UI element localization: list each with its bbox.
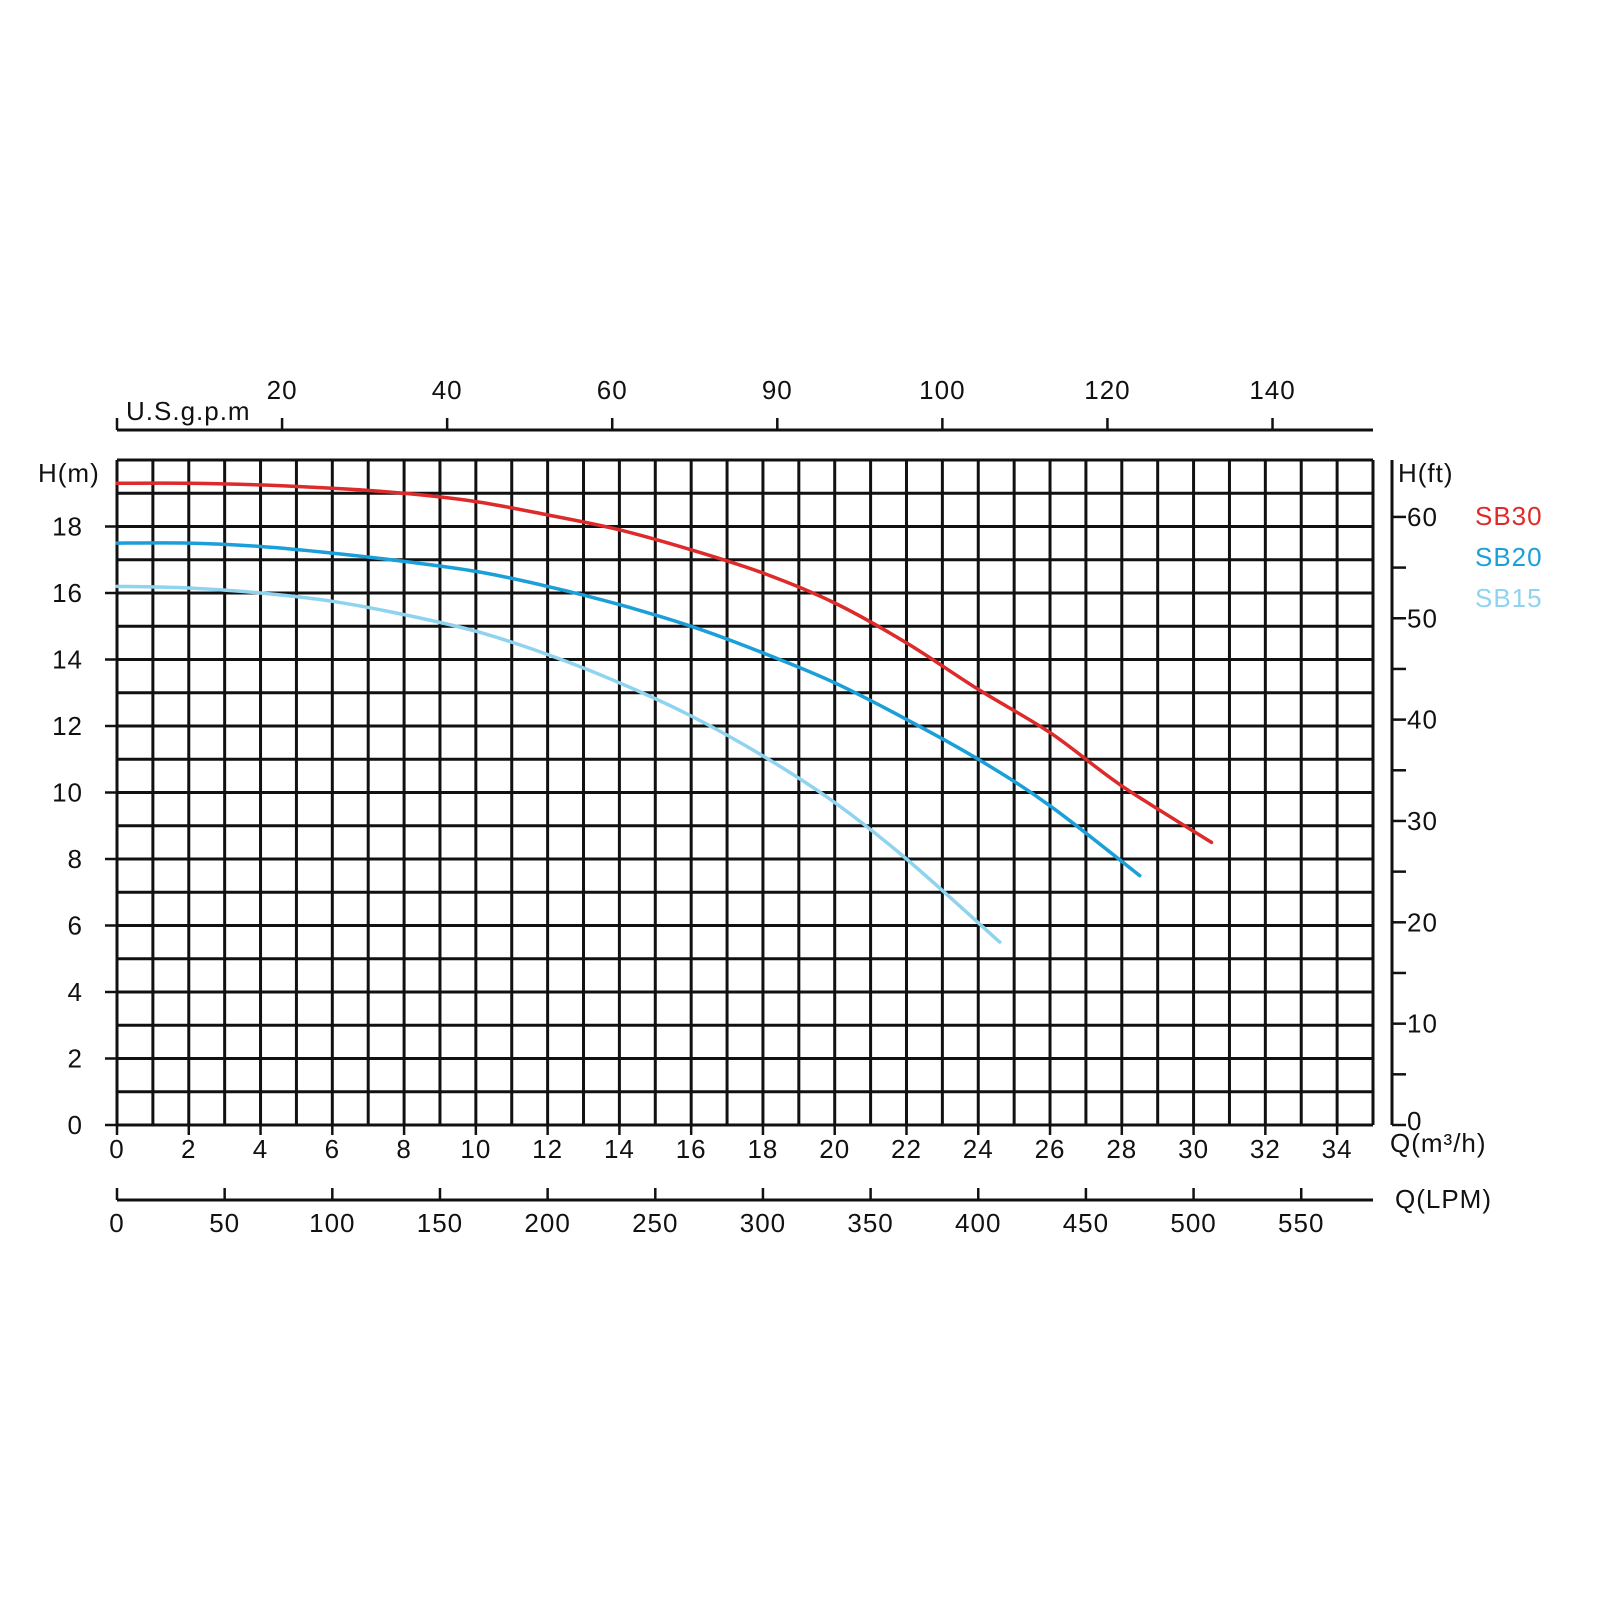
x-primary-tick-label: 4: [253, 1134, 268, 1164]
x-top-tick-label: 90: [762, 375, 793, 405]
x-primary-tick-label: 12: [532, 1134, 563, 1164]
x-primary-tick-label: 20: [819, 1134, 850, 1164]
x-lpm-tick-label: 250: [632, 1208, 678, 1238]
y-left-tick-label: 16: [52, 578, 83, 608]
x-lpm-tick-label: 450: [1063, 1208, 1109, 1238]
x-primary-tick-label: 32: [1250, 1134, 1281, 1164]
x-lpm-tick-label: 500: [1170, 1208, 1216, 1238]
y-left-axis-label: H(m): [38, 458, 100, 488]
x-primary-axis-label: Q(m³/h): [1390, 1128, 1487, 1158]
x-lpm-tick-label: 350: [847, 1208, 893, 1238]
x-lpm-tick-label: 0: [109, 1208, 124, 1238]
x-primary-tick-label: 10: [460, 1134, 491, 1164]
x-top-tick-label: 40: [432, 375, 463, 405]
x-primary-tick-label: 0: [109, 1134, 124, 1164]
y-left-tick-label: 2: [68, 1044, 83, 1074]
y-right-tick-label: 30: [1407, 806, 1438, 836]
x-primary-tick-label: 24: [963, 1134, 994, 1164]
x-primary-tick-label: 8: [396, 1134, 411, 1164]
y-left-tick-label: 0: [68, 1110, 83, 1140]
grid: [115, 458, 1375, 1127]
x-primary-tick-label: 30: [1178, 1134, 1209, 1164]
series-lines: [115, 481, 1214, 944]
x-lpm-tick-label: 550: [1278, 1208, 1324, 1238]
legend-entry-sb30: SB30: [1475, 501, 1543, 531]
y-right-tick-label: 0: [1407, 1106, 1422, 1136]
x-primary-tick-label: 34: [1322, 1134, 1353, 1164]
y-right-tick-label: 50: [1407, 603, 1438, 633]
y-right-tick-label: 40: [1407, 705, 1438, 735]
y-right-tick-label: 20: [1407, 907, 1438, 937]
x-primary-tick-label: 26: [1035, 1134, 1066, 1164]
y-left-tick-label: 12: [52, 711, 83, 741]
x-primary-tick-label: 28: [1106, 1134, 1137, 1164]
series-line-sb20: [115, 541, 1142, 878]
x-top-tick-label: 20: [267, 375, 298, 405]
x-primary-tick-label: 22: [891, 1134, 922, 1164]
legend-entry-sb15: SB15: [1475, 583, 1543, 613]
x-top-tick-label: 140: [1249, 375, 1295, 405]
x-primary-tick-label: 2: [181, 1134, 196, 1164]
x-primary-tick-label: 18: [747, 1134, 778, 1164]
x-top-tick-label: 120: [1084, 375, 1130, 405]
legend: SB30 SB20 SB15: [1475, 501, 1543, 613]
y-left-tick-label: 8: [68, 844, 83, 874]
x-lpm-tick-label: 50: [209, 1208, 240, 1238]
series-line-sb30: [115, 481, 1214, 845]
x-primary-tick-label: 6: [325, 1134, 340, 1164]
series-line-sb15: [115, 584, 1002, 944]
y-left-tick-label: 4: [68, 977, 83, 1007]
x-lpm-axis-label: Q(LPM): [1395, 1184, 1492, 1214]
legend-entry-sb20: SB20: [1475, 542, 1543, 572]
x-lpm-tick-label: 400: [955, 1208, 1001, 1238]
x-lpm-tick-label: 200: [524, 1208, 570, 1238]
x-top-axis-label: U.S.g.p.m: [126, 396, 251, 426]
axes: [105, 418, 1406, 1202]
y-left-tick-label: 14: [52, 645, 83, 675]
x-top-tick-label: 100: [919, 375, 965, 405]
y-right-tick-label: 60: [1407, 502, 1438, 532]
y-left-tick-label: 18: [52, 512, 83, 542]
y-right-tick-label: 10: [1407, 1009, 1438, 1039]
x-primary-tick-label: 14: [604, 1134, 635, 1164]
x-primary-tick-label: 16: [676, 1134, 707, 1164]
x-lpm-tick-label: 150: [417, 1208, 463, 1238]
x-lpm-tick-label: 100: [309, 1208, 355, 1238]
x-lpm-tick-label: 300: [740, 1208, 786, 1238]
y-left-tick-label: 10: [52, 778, 83, 808]
y-left-tick-label: 6: [68, 911, 83, 941]
y-right-axis-label: H(ft): [1398, 458, 1454, 488]
x-top-tick-label: 60: [597, 375, 628, 405]
